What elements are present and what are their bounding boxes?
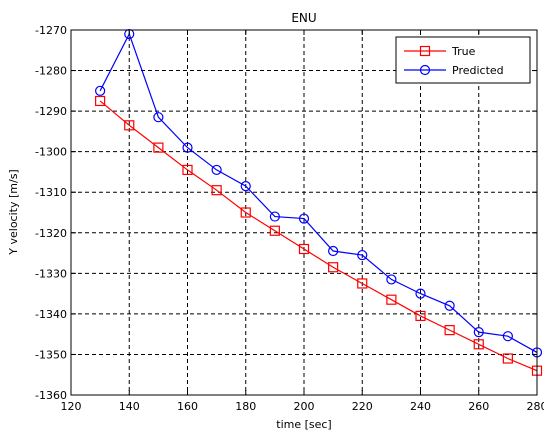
y-tick-label: -1280 [35,65,67,78]
y-axis-label: Y velocity [m/s] [7,169,20,255]
x-tick-label: 160 [177,400,198,413]
x-tick-label: 280 [527,400,544,413]
y-tick-label: -1310 [35,186,67,199]
x-tick-label: 200 [294,400,315,413]
x-tick-label: 180 [235,400,256,413]
y-tick-label: -1350 [35,348,67,361]
y-tick-label: -1300 [35,146,67,159]
x-tick-label: 140 [119,400,140,413]
y-tick-label: -1270 [35,24,67,37]
y-tick-label: -1360 [35,389,67,402]
chart-title: ENU [291,11,316,25]
y-tick-label: -1330 [35,267,67,280]
x-tick-labels: 120140160180200220240260280 [61,400,544,413]
y-tick-label: -1290 [35,105,67,118]
x-tick-label: 220 [352,400,373,413]
x-tick-label: 260 [468,400,489,413]
x-axis-label: time [sec] [276,418,331,431]
legend-label-true: True [451,45,476,58]
y-tick-labels: -1270 -1280 -1290 -1300 -1310 -1320 -1330 -1340… [35,24,67,402]
x-tick-label: 240 [410,400,431,413]
legend-label-predicted: Predicted [452,64,504,77]
legend: True Predicted [396,37,530,83]
y-tick-label: -1320 [35,227,67,240]
y-tick-label: -1340 [35,308,67,321]
